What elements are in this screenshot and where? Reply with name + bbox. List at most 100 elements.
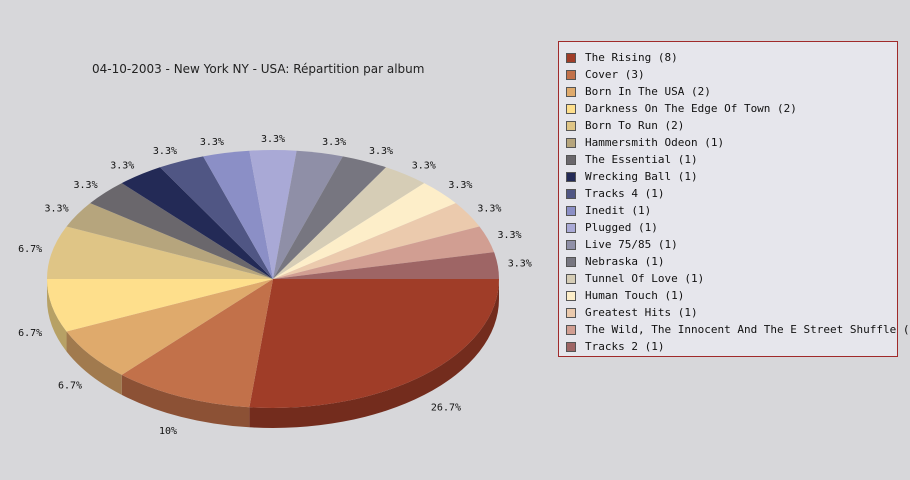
pie-labels: 26.7% 10% 6.7% 6.7% 6.7% 3.3% 3.3% 3.3% 3.3% 3.3%… [18,134,532,437]
pie-pct-label-0: 26.7% [431,402,461,413]
pie-slice-10 [249,150,297,279]
legend-label: Live 75/85 (1) [585,238,678,251]
pie-side-3 [47,279,67,352]
legend-label: Tracks 2 (1) [585,340,665,353]
pie-pct-label-10: 3.3% [261,134,285,145]
legend-swatch [566,205,576,216]
legend-item: The Wild, The Innocent And The E Street … [559,321,910,338]
legend-swatch [566,120,576,131]
legend-item: Greatest Hits (1) [559,304,897,321]
legend-label: The Wild, The Innocent And The E Street … [585,323,910,336]
legend-item: Hammersmith Odeon (1) [559,134,897,151]
pie-side-2 [66,331,122,395]
pie-slice-0 [249,279,499,408]
legend-item: Wrecking Ball (1) [559,168,897,185]
legend-item: Born In The USA (2) [559,83,897,100]
pie-side-walls [47,279,499,429]
pie-pct-label-3: 6.7% [18,328,42,339]
legend-swatch [566,290,576,301]
pie-pct-label-16: 3.3% [497,230,521,241]
legend-label: Darkness On The Edge Of Town (2) [585,102,797,115]
legend-swatch [566,171,576,182]
legend-item: Darkness On The Edge Of Town (2) [559,100,897,117]
legend-item: Plugged (1) [559,219,897,236]
legend-label: Plugged (1) [585,221,658,234]
legend-item: The Rising (8) [559,49,897,66]
pie-pct-label-14: 3.3% [448,180,472,191]
legend-item: Cover (3) [559,66,897,83]
legend-label: Inedit (1) [585,204,652,217]
pie-pct-label-5: 3.3% [45,204,69,215]
legend-item: Nebraska (1) [559,253,897,270]
pie-slice-7 [121,167,273,279]
legend-item: Live 75/85 (1) [559,236,897,253]
legend-label: Hammersmith Odeon (1) [585,136,725,149]
pie-pct-label-17: 3.3% [508,258,532,269]
pie-slice-5 [66,203,273,279]
pie-slice-12 [273,156,386,279]
pie-pct-label-13: 3.3% [412,161,436,172]
legend-swatch [566,307,576,318]
legend-item: Tunnel Of Love (1) [559,270,897,287]
pie-pct-label-11: 3.3% [322,137,346,148]
pie-pct-label-15: 3.3% [477,204,501,215]
pie-slice-2 [66,279,273,375]
pie-slice-8 [160,156,273,279]
pie-slice-17 [273,252,499,279]
pie-slice-13 [273,167,425,279]
legend-label: The Rising (8) [585,51,678,64]
pie-pct-label-6: 3.3% [74,180,98,191]
pie-slice-1 [121,279,273,408]
legend-item: Tracks 2 (1) [559,338,897,355]
legend-label: Born To Run (2) [585,119,685,132]
legend-item: Inedit (1) [559,202,897,219]
legend-label: Greatest Hits (1) [585,306,698,319]
pie-side-0 [249,279,499,429]
legend-label: Tracks 4 (1) [585,187,665,200]
legend-swatch [566,222,576,233]
pie-slice-6 [90,183,273,279]
legend-label: Wrecking Ball (1) [585,170,698,183]
legend-swatch [566,137,576,148]
legend-item: Born To Run (2) [559,117,897,134]
legend-label: Cover (3) [585,68,645,81]
legend-swatch [566,341,576,352]
legend-label: The Essential (1) [585,153,698,166]
legend-item: Tracks 4 (1) [559,185,897,202]
chart-title: 04-10-2003 - New York NY - USA: Répartit… [92,62,425,76]
legend-label: Tunnel Of Love (1) [585,272,705,285]
legend-swatch [566,239,576,250]
pie-side-1 [121,374,250,428]
legend-swatch [566,154,576,165]
pie-slice-16 [273,226,495,279]
pie-slice-3 [47,279,273,332]
legend-swatch [566,273,576,284]
pie-pct-label-2: 6.7% [58,381,82,392]
pie-slice-9 [203,150,273,279]
legend-item: Human Touch (1) [559,287,897,304]
legend-swatch [566,103,576,114]
pie-slice-11 [273,150,343,279]
pie-pct-label-7: 3.3% [110,161,134,172]
pie-slice-15 [273,203,480,279]
pie-slice-14 [273,183,456,279]
legend: The Rising (8) Cover (3) Born In The USA (… [558,41,910,357]
legend-swatch [566,324,576,335]
legend-swatch [566,256,576,267]
pie-pct-label-8: 3.3% [153,146,177,157]
legend-swatch [566,52,576,63]
pie-slice-4 [47,226,273,279]
legend-label: Born In The USA (2) [585,85,711,98]
pie-pct-label-12: 3.3% [369,146,393,157]
legend-swatch [566,69,576,80]
legend-label: Nebraska (1) [585,255,665,268]
legend-label: Human Touch (1) [585,289,685,302]
pie-slices [47,150,499,408]
legend-swatch [566,86,576,97]
pie-pct-label-1: 10% [159,426,177,437]
pie-pct-label-9: 3.3% [200,137,224,148]
legend-swatch [566,188,576,199]
legend-item: The Essential (1) [559,151,897,168]
pie-pct-label-4: 6.7% [18,244,42,255]
